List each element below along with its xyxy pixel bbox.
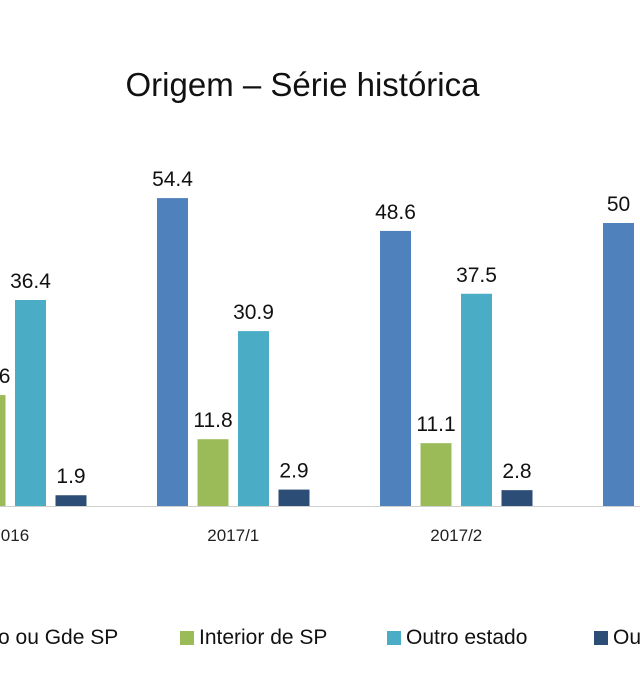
data-label: 36.4	[10, 270, 51, 293]
data-label: 2.8	[502, 460, 531, 483]
bar	[15, 299, 46, 506]
data-label: 11.1	[416, 413, 455, 436]
legend-item-1: Interior de SP	[180, 626, 327, 650]
data-label: 1.9	[56, 465, 85, 488]
bar	[55, 495, 87, 506]
bar	[461, 293, 492, 506]
category-label: 2016	[0, 526, 29, 545]
bar	[278, 489, 310, 506]
legend-swatch	[387, 631, 401, 645]
legend-label: Ou	[613, 626, 640, 649]
bar	[157, 198, 188, 506]
chart-title: Origem – Série histórica	[125, 66, 480, 103]
legend-item-0: o ou Gde SP	[0, 626, 118, 650]
bar	[420, 443, 452, 506]
data-label: 48.6	[375, 201, 416, 224]
bar	[603, 223, 634, 506]
legend-label: Interior de SP	[199, 626, 328, 649]
bar	[197, 439, 229, 506]
data-label: 30.9	[233, 301, 274, 324]
bar-chart: 19.6 36.4 1.9 2016 54.4 11.8 30.9 2.9 2017/1 48.6…	[0, 168, 640, 545]
bar	[0, 395, 6, 506]
bar	[501, 490, 533, 506]
legend-swatch	[594, 631, 608, 645]
data-label: 37.5	[456, 264, 497, 287]
category-label: 2017/2	[430, 526, 482, 545]
data-label: 54.4	[152, 168, 193, 191]
bar	[238, 331, 269, 506]
legend-label: Outro estado	[406, 626, 528, 649]
data-label: 19.6	[0, 365, 10, 388]
bar	[380, 230, 411, 506]
data-label: 50	[607, 193, 630, 216]
legend-item-3: Ou	[594, 626, 640, 650]
category-label: 2017/1	[207, 526, 259, 545]
legend-item-2: Outro estado	[387, 626, 527, 650]
data-label: 2.9	[279, 460, 308, 483]
data-label: 11.8	[193, 409, 232, 432]
legend-label: o ou Gde SP	[0, 626, 119, 649]
legend-swatch	[180, 631, 194, 645]
